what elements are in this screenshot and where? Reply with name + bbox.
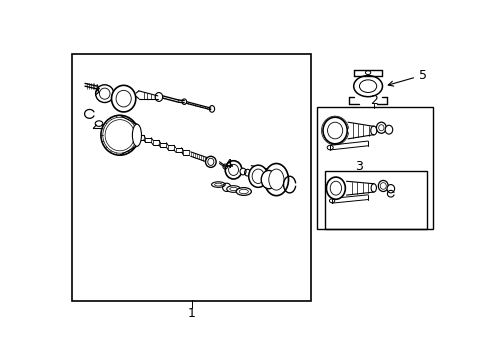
Ellipse shape xyxy=(323,117,346,144)
Ellipse shape xyxy=(240,168,245,175)
Text: 2: 2 xyxy=(369,94,377,107)
Ellipse shape xyxy=(386,185,394,193)
Bar xyxy=(324,171,426,229)
Ellipse shape xyxy=(378,180,387,192)
Bar xyxy=(316,107,431,229)
Ellipse shape xyxy=(252,169,264,184)
Ellipse shape xyxy=(385,125,392,134)
Text: 5: 5 xyxy=(387,68,426,86)
Text: 1: 1 xyxy=(187,307,195,320)
Text: 4: 4 xyxy=(224,158,232,171)
Ellipse shape xyxy=(228,164,238,175)
Ellipse shape xyxy=(226,186,240,192)
Ellipse shape xyxy=(225,161,242,179)
Ellipse shape xyxy=(326,177,345,199)
Ellipse shape xyxy=(101,115,139,155)
Ellipse shape xyxy=(261,170,276,189)
Bar xyxy=(72,54,311,301)
Ellipse shape xyxy=(236,188,251,195)
Ellipse shape xyxy=(132,124,141,146)
Ellipse shape xyxy=(248,165,267,187)
Ellipse shape xyxy=(376,122,386,133)
Ellipse shape xyxy=(111,85,136,112)
Text: 3: 3 xyxy=(354,160,362,173)
Ellipse shape xyxy=(211,182,225,187)
Ellipse shape xyxy=(268,169,284,190)
Ellipse shape xyxy=(264,163,288,195)
Ellipse shape xyxy=(205,156,216,167)
